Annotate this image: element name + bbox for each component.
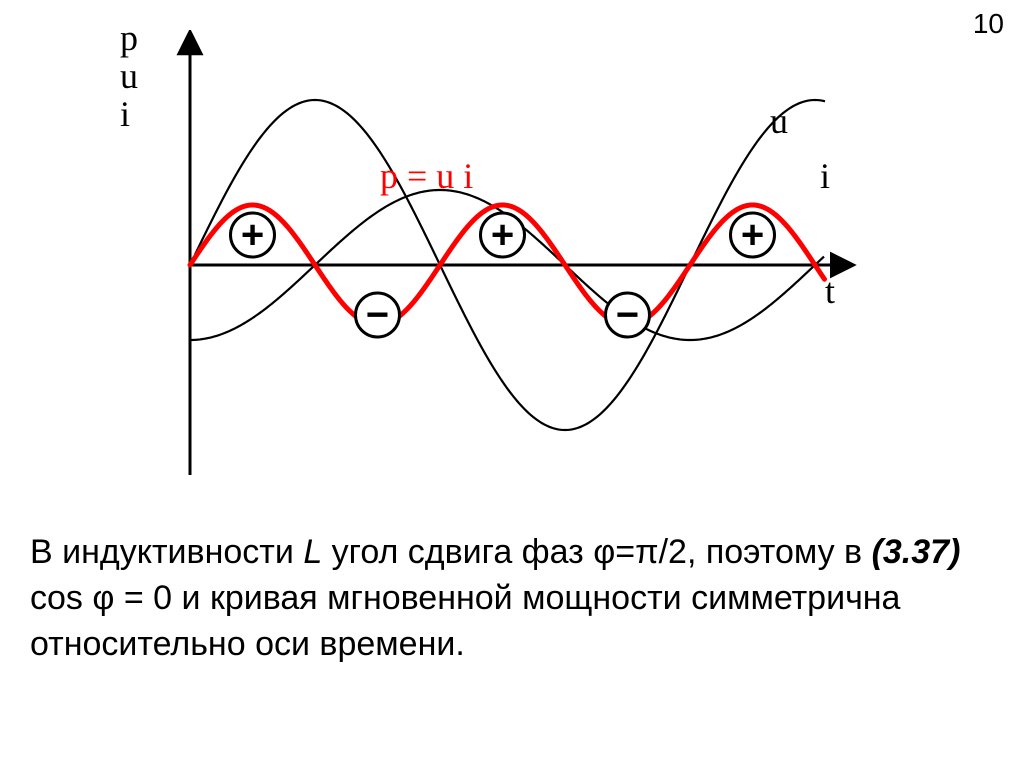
page: 10 p u i p = u i u i t + − + − + В индуктивн…	[0, 0, 1024, 767]
y-axis-label-i: i	[120, 96, 138, 134]
caption-ref: (3.37)	[872, 533, 961, 571]
curve-label-u: u	[770, 100, 788, 142]
y-axis-label-u: u	[120, 58, 138, 96]
y-axis-label-p: p	[120, 20, 138, 58]
x-axis-label-t: t	[825, 270, 835, 312]
caption-L: L	[303, 533, 322, 571]
chart-svg: + − + − +	[130, 30, 880, 500]
formula-p-equals-ui: p = u i	[380, 155, 473, 197]
plus-marker: +	[491, 213, 514, 257]
plus-marker: +	[241, 213, 264, 257]
minus-marker: −	[366, 293, 389, 337]
minus-marker: −	[616, 293, 639, 337]
caption-text-2a: cos φ = 0 и кривая мгновенной мощности с…	[30, 579, 900, 663]
page-number: 10	[973, 8, 1004, 40]
sign-markers: + − + − +	[231, 213, 775, 337]
caption-text-1a: В индуктивности	[30, 533, 303, 571]
curve-label-i: i	[820, 155, 830, 197]
plus-marker: +	[741, 213, 764, 257]
caption: В индуктивности L угол сдвига фаз φ=π/2,…	[30, 530, 994, 668]
chart: p u i p = u i u i t +−+−+	[130, 30, 880, 500]
caption-text-1b: угол сдвига фаз φ=π/2, поэтому в	[322, 533, 871, 571]
y-axis-labels: p u i	[120, 20, 138, 133]
